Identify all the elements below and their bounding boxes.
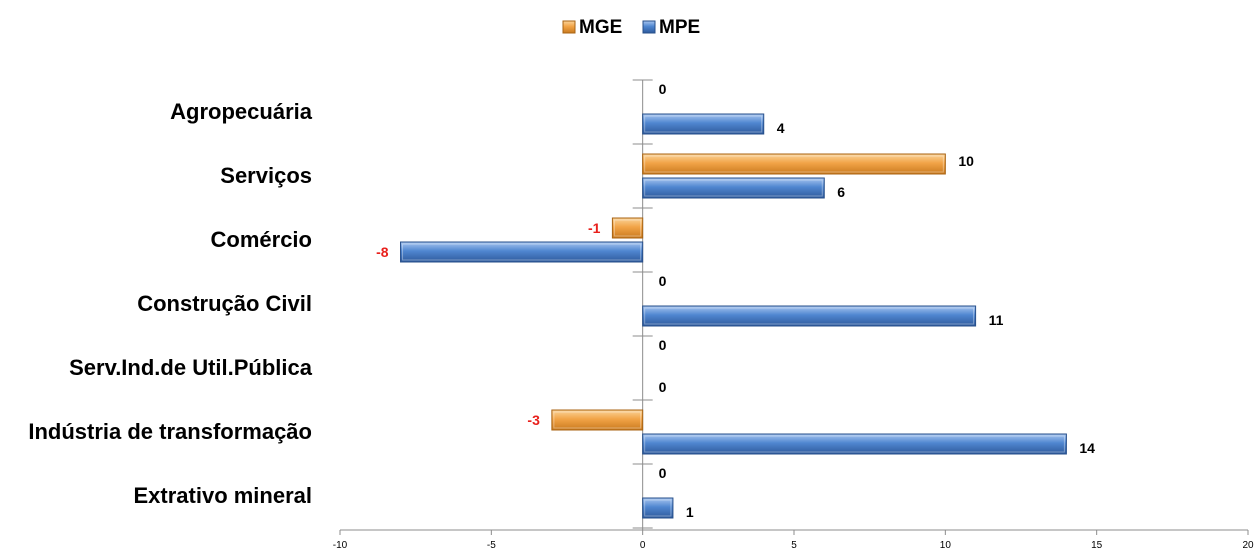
data-label-mpe-industria-de-transformacao: 14 [1079,440,1095,456]
bar-highlight [644,155,944,173]
bar-mpe-servicos [642,177,825,199]
x-tick-label: 15 [1091,540,1103,551]
bar-mge-industria-de-transformacao [551,409,644,431]
bar-highlight [644,179,823,197]
category-label-agropecuaria: Agropecuária [170,99,313,124]
x-tick-label: 0 [640,540,646,551]
bar-highlight [644,307,975,325]
bar-highlight [644,115,763,133]
bar-body [400,241,644,263]
legend: MGE MPE [562,17,700,38]
bar-body [642,113,765,135]
bar-mpe-industria-de-transformacao [642,433,1067,455]
bar-body [642,305,977,327]
bar-body [611,217,644,239]
data-labels: 0 4 10 6 -1 -8 0 11 0 0 -3 14 0 1 [376,81,1095,520]
bar-mpe-comercio [400,241,644,263]
category-label-construcao-civil: Construção Civil [137,291,312,316]
data-label-mge-agropecuaria: 0 [659,81,667,97]
data-label-mge-comercio: -1 [588,220,601,236]
legend-swatch-mpe [642,20,656,34]
data-label-mge-construcao-civil: 0 [659,273,667,289]
x-tick-label: -5 [487,540,496,551]
data-label-mge-serv-ind-de-util-publica: 0 [659,337,667,353]
legend-swatch-mge [562,20,576,34]
category-label-industria-de-transformacao: Indústria de transformação [28,419,312,444]
bar-mpe-extrativo-mineral [642,497,674,519]
data-label-mpe-extrativo-mineral: 1 [686,504,694,520]
bar-mge-comercio [611,217,644,239]
bar-highlight [613,219,642,237]
bar-body [642,433,1067,455]
data-label-mpe-servicos: 6 [837,184,845,200]
bar-body [642,497,674,519]
data-label-mge-extrativo-mineral: 0 [659,465,667,481]
data-label-mpe-agropecuaria: 4 [777,120,785,136]
bar-mpe-construcao-civil [642,305,977,327]
axes: -10 -5 0 5 10 15 20 [333,79,1254,551]
bar-body [642,153,946,175]
legend-item-mpe: MPE [642,17,700,38]
bar-highlight [644,499,672,517]
data-label-mge-servicos: 10 [958,153,974,169]
bar-body [642,177,825,199]
category-label-servicos: Serviços [220,163,312,188]
category-label-serv-ind-de-util-publica: Serv.Ind.de Util.Pública [69,355,313,380]
bar-highlight [644,435,1065,453]
data-label-mpe-construcao-civil: 11 [989,312,1004,328]
data-label-mpe-serv-ind-de-util-publica: 0 [659,379,667,395]
x-tick-label: 10 [940,540,952,551]
legend-item-mge: MGE [562,17,622,38]
x-tick-label: 5 [791,540,797,551]
legend-label-mpe: MPE [659,17,700,38]
data-label-mpe-comercio: -8 [376,244,389,260]
data-label-mge-industria-de-transformacao: -3 [527,412,540,428]
category-label-extrativo-mineral: Extrativo mineral [133,483,312,508]
bar-body [551,409,644,431]
x-tick-label: 20 [1242,540,1254,551]
bar-highlight [553,411,642,429]
category-label-comercio: Comércio [211,227,312,252]
bar-mge-servicos [642,153,946,175]
bars [400,113,1067,519]
legend-label-mge: MGE [579,17,622,38]
x-tick-label: -10 [333,540,348,551]
bar-highlight [402,243,642,261]
bar-mpe-agropecuaria [642,113,765,135]
category-labels: Agropecuária Serviços Comércio Construção C… [28,99,312,508]
